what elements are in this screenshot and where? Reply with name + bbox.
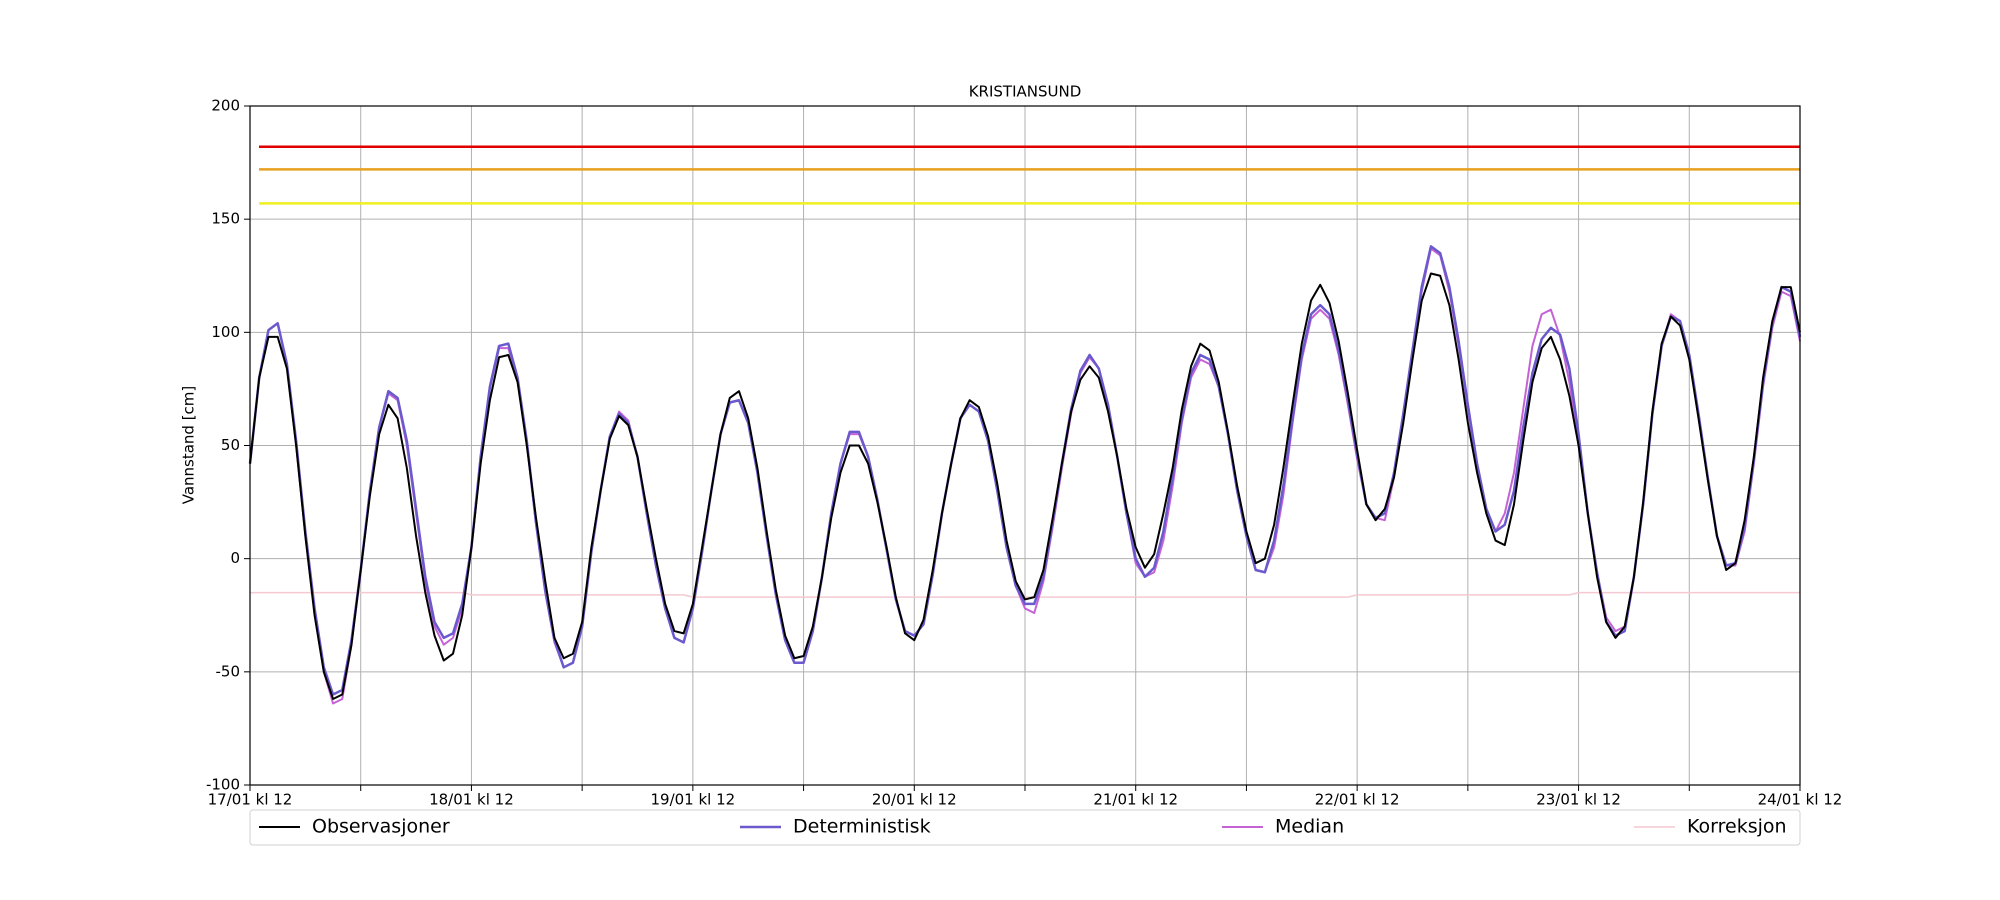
x-tick-label: 18/01 kl 12 (429, 791, 514, 809)
legend-label: Observasjoner (312, 816, 450, 838)
y-tick-label: 50 (221, 436, 240, 454)
y-tick-label: 150 (211, 210, 240, 228)
legend-label: Deterministisk (793, 816, 931, 838)
x-tick-label: 21/01 kl 12 (1093, 791, 1178, 809)
ticks: -100 -50 0 50 100 150 200 17/01 kl 12 18/01 kl 1… (206, 97, 1842, 809)
series-line (250, 591, 1800, 598)
y-tick-label: -50 (216, 662, 241, 680)
legend-box (249, 809, 1801, 846)
y-tick-label: 200 (211, 97, 240, 115)
legend: Observasjoner Deterministisk Median Korreks… (259, 816, 1787, 838)
chart-title: KRISTIANSUND (969, 83, 1082, 101)
y-tick-label: -100 (206, 776, 240, 794)
x-tick-label: 23/01 kl 12 (1536, 791, 1621, 809)
x-tick-label: 22/01 kl 12 (1315, 791, 1400, 809)
series (248, 245, 1802, 705)
y-axis-label: Vannstand [cm] (180, 386, 198, 505)
legend-label: Median (1275, 816, 1344, 838)
series-line (248, 245, 1802, 696)
x-tick-label: 17/01 kl 12 (208, 791, 293, 809)
x-tick-label: 19/01 kl 12 (650, 791, 735, 809)
y-tick-label: 100 (211, 323, 240, 341)
series-line (249, 272, 1801, 700)
x-tick-label: 24/01 kl 12 (1758, 791, 1843, 809)
thresholds (259, 145, 1800, 205)
y-tick-label: 0 (230, 549, 240, 567)
legend-label: Korreksjon (1687, 816, 1787, 838)
x-tick-label: 20/01 kl 12 (872, 791, 957, 809)
